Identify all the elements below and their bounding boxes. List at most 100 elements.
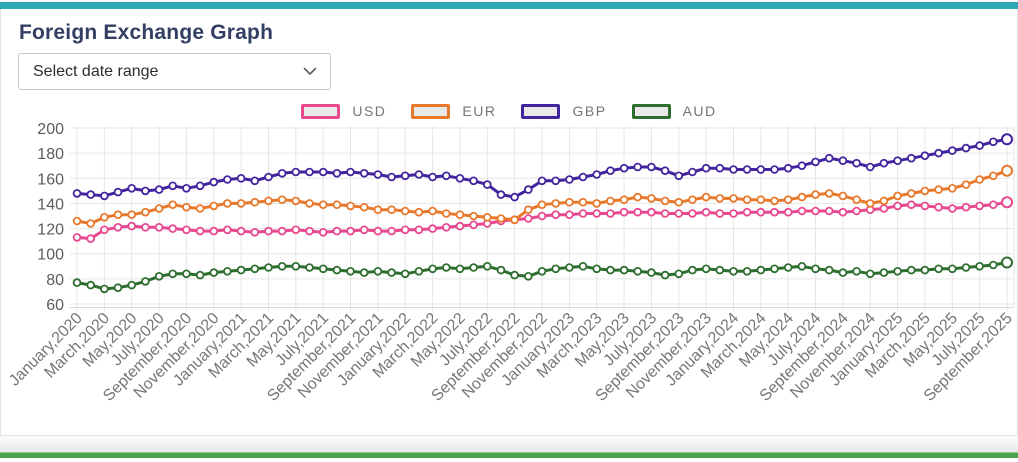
gbp-point-36[interactable] bbox=[565, 175, 574, 184]
gbp-point-24[interactable] bbox=[400, 171, 410, 181]
gbp-point-18[interactable] bbox=[318, 167, 328, 177]
eur-point-47[interactable] bbox=[715, 194, 725, 203]
aud-point-13[interactable] bbox=[250, 264, 260, 274]
aud-point-68[interactable] bbox=[1001, 256, 1013, 269]
usd-point-21[interactable] bbox=[359, 225, 369, 235]
gbp-point-35[interactable] bbox=[551, 176, 560, 186]
eur-point-2[interactable] bbox=[100, 213, 109, 222]
eur-point-54[interactable] bbox=[811, 190, 820, 199]
aud-point-60[interactable] bbox=[893, 267, 902, 276]
usd-point-9[interactable] bbox=[195, 226, 205, 236]
usd-point-18[interactable] bbox=[318, 228, 328, 237]
usd-point-35[interactable] bbox=[551, 210, 560, 219]
aud-point-4[interactable] bbox=[127, 280, 136, 290]
usd-point-56[interactable] bbox=[838, 207, 848, 217]
eur-point-0[interactable] bbox=[72, 216, 82, 226]
gbp-point-0[interactable] bbox=[72, 189, 82, 198]
aud-point-55[interactable] bbox=[824, 265, 834, 275]
gbp-point-20[interactable] bbox=[346, 167, 355, 177]
usd-point-55[interactable] bbox=[824, 206, 834, 216]
aud-point-44[interactable] bbox=[674, 269, 684, 279]
date-range-select[interactable]: Select date range bbox=[18, 53, 331, 90]
aud-point-47[interactable] bbox=[715, 265, 725, 275]
gbp-point-37[interactable] bbox=[578, 172, 588, 182]
usd-point-28[interactable] bbox=[455, 221, 465, 231]
eur-point-62[interactable] bbox=[920, 186, 930, 196]
gbp-point-39[interactable] bbox=[606, 166, 615, 175]
eur-point-48[interactable] bbox=[729, 194, 738, 203]
aud-point-29[interactable] bbox=[469, 263, 478, 272]
eur-point-17[interactable] bbox=[305, 199, 314, 208]
aud-point-23[interactable] bbox=[387, 268, 396, 277]
eur-point-11[interactable] bbox=[223, 199, 232, 208]
gbp-point-38[interactable] bbox=[592, 170, 601, 179]
eur-point-14[interactable] bbox=[264, 196, 273, 206]
usd-point-48[interactable] bbox=[729, 209, 738, 218]
aud-point-32[interactable] bbox=[510, 270, 519, 280]
eur-point-45[interactable] bbox=[688, 195, 697, 204]
aud-point-11[interactable] bbox=[223, 267, 232, 276]
gbp-point-62[interactable] bbox=[920, 151, 930, 160]
eur-point-59[interactable] bbox=[879, 196, 889, 206]
eur-point-13[interactable] bbox=[250, 197, 260, 207]
eur-point-3[interactable] bbox=[113, 210, 123, 219]
aud-point-61[interactable] bbox=[906, 265, 916, 275]
eur-point-68[interactable] bbox=[1001, 164, 1013, 177]
gbp-point-11[interactable] bbox=[223, 175, 232, 184]
gbp-point-65[interactable] bbox=[961, 143, 971, 153]
aud-point-59[interactable] bbox=[879, 268, 889, 277]
eur-point-63[interactable] bbox=[934, 185, 943, 194]
gbp-point-48[interactable] bbox=[729, 165, 738, 174]
gbp-point-32[interactable] bbox=[510, 192, 519, 202]
usd-point-61[interactable] bbox=[906, 200, 916, 209]
eur-point-65[interactable] bbox=[961, 180, 971, 189]
eur-point-57[interactable] bbox=[852, 195, 861, 204]
aud-point-26[interactable] bbox=[428, 264, 437, 274]
usd-point-46[interactable] bbox=[701, 207, 711, 217]
usd-point-11[interactable] bbox=[223, 225, 232, 235]
gbp-point-59[interactable] bbox=[879, 158, 889, 168]
eur-point-28[interactable] bbox=[455, 210, 465, 219]
usd-point-14[interactable] bbox=[264, 226, 273, 236]
aud-point-12[interactable] bbox=[236, 265, 246, 275]
eur-point-24[interactable] bbox=[400, 206, 410, 216]
eur-point-6[interactable] bbox=[154, 204, 164, 213]
aud-point-58[interactable] bbox=[865, 269, 875, 279]
usd-point-7[interactable] bbox=[168, 224, 178, 233]
aud-point-51[interactable] bbox=[770, 264, 779, 274]
usd-point-13[interactable] bbox=[250, 228, 260, 237]
usd-point-64[interactable] bbox=[947, 204, 957, 213]
aud-point-64[interactable] bbox=[947, 264, 957, 274]
gbp-point-25[interactable] bbox=[414, 170, 424, 179]
eur-point-22[interactable] bbox=[373, 205, 383, 214]
usd-point-44[interactable] bbox=[674, 209, 684, 218]
gbp-point-16[interactable] bbox=[291, 167, 301, 177]
usd-point-62[interactable] bbox=[920, 201, 930, 211]
gbp-point-47[interactable] bbox=[715, 163, 725, 173]
aud-point-40[interactable] bbox=[619, 265, 629, 275]
aud-point-6[interactable] bbox=[154, 272, 164, 281]
eur-point-58[interactable] bbox=[865, 199, 875, 208]
eur-point-53[interactable] bbox=[797, 192, 807, 202]
aud-point-33[interactable] bbox=[523, 272, 533, 281]
usd-point-42[interactable] bbox=[647, 207, 656, 217]
aud-point-7[interactable] bbox=[168, 269, 178, 279]
eur-point-4[interactable] bbox=[127, 210, 136, 219]
gbp-point-3[interactable] bbox=[113, 187, 123, 197]
aud-point-54[interactable] bbox=[811, 264, 820, 274]
usd-point-19[interactable] bbox=[332, 226, 342, 236]
usd-point-1[interactable] bbox=[86, 234, 95, 243]
aud-point-25[interactable] bbox=[414, 267, 424, 276]
gbp-point-8[interactable] bbox=[182, 184, 191, 193]
aud-point-10[interactable] bbox=[209, 268, 219, 277]
eur-point-52[interactable] bbox=[783, 195, 793, 204]
aud-point-27[interactable] bbox=[441, 263, 451, 272]
aud-point-36[interactable] bbox=[565, 263, 574, 272]
usd-point-10[interactable] bbox=[209, 226, 219, 236]
eur-point-64[interactable] bbox=[947, 184, 957, 193]
eur-point-49[interactable] bbox=[742, 195, 752, 204]
aud-point-14[interactable] bbox=[264, 263, 273, 272]
usd-point-52[interactable] bbox=[783, 207, 793, 217]
eur-point-7[interactable] bbox=[168, 200, 178, 209]
aud-point-66[interactable] bbox=[975, 262, 984, 271]
